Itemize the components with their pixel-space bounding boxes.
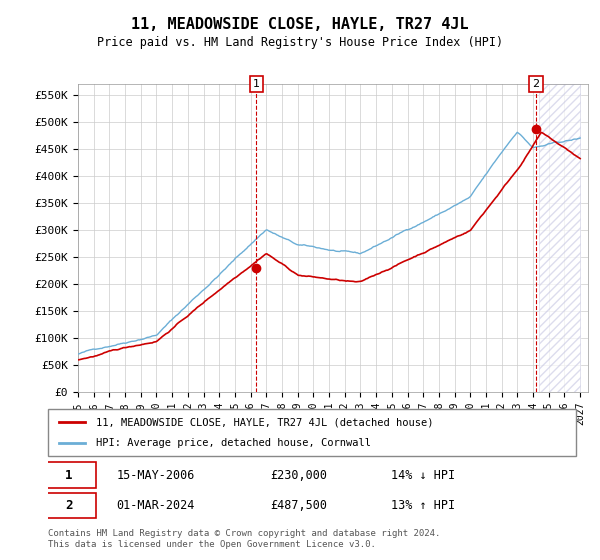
FancyBboxPatch shape xyxy=(48,409,576,456)
Text: Price paid vs. HM Land Registry's House Price Index (HPI): Price paid vs. HM Land Registry's House … xyxy=(97,36,503,49)
Text: 01-MAR-2024: 01-MAR-2024 xyxy=(116,499,195,512)
Text: 1: 1 xyxy=(253,79,260,89)
Text: Contains HM Land Registry data © Crown copyright and database right 2024.
This d: Contains HM Land Registry data © Crown c… xyxy=(48,529,440,549)
Text: 13% ↑ HPI: 13% ↑ HPI xyxy=(391,499,455,512)
Text: 2: 2 xyxy=(65,499,73,512)
Text: £230,000: £230,000 xyxy=(270,469,327,482)
Text: HPI: Average price, detached house, Cornwall: HPI: Average price, detached house, Corn… xyxy=(95,438,371,448)
Text: 11, MEADOWSIDE CLOSE, HAYLE, TR27 4JL (detached house): 11, MEADOWSIDE CLOSE, HAYLE, TR27 4JL (d… xyxy=(95,417,433,427)
Text: £487,500: £487,500 xyxy=(270,499,327,512)
Text: 2: 2 xyxy=(532,79,539,89)
Text: 15-MAY-2006: 15-MAY-2006 xyxy=(116,469,195,482)
Text: 14% ↓ HPI: 14% ↓ HPI xyxy=(391,469,455,482)
Text: 1: 1 xyxy=(65,469,73,482)
FancyBboxPatch shape xyxy=(43,493,95,519)
Text: 11, MEADOWSIDE CLOSE, HAYLE, TR27 4JL: 11, MEADOWSIDE CLOSE, HAYLE, TR27 4JL xyxy=(131,17,469,32)
FancyBboxPatch shape xyxy=(43,463,95,488)
